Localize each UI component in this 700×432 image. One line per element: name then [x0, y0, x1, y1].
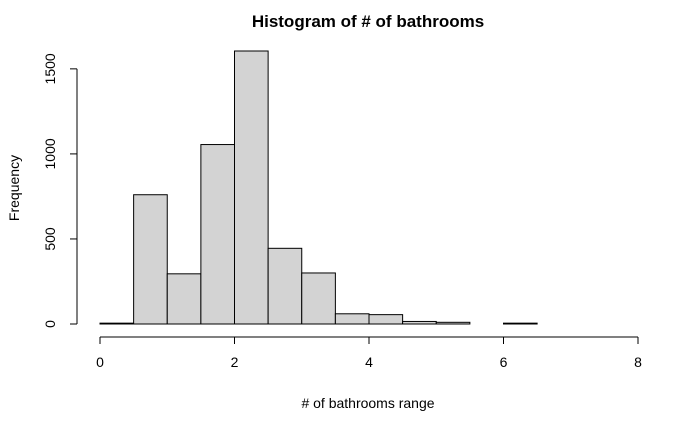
x-tick-label: 2: [231, 354, 239, 370]
histogram-bar: [435, 321, 471, 325]
y-axis-label: Frequency: [6, 155, 22, 221]
histogram-bar: [166, 273, 202, 325]
x-tick-label: 8: [634, 354, 642, 370]
y-tick-label: 1000: [42, 138, 58, 169]
histogram-bar: [200, 144, 235, 325]
histogram-bar: [368, 314, 404, 325]
histogram-bar: [234, 50, 269, 325]
histogram-bar: [334, 313, 370, 325]
y-tick-label: 1500: [42, 53, 58, 84]
x-tick-label: 6: [500, 354, 508, 370]
x-tick-label: 4: [365, 354, 373, 370]
chart-title: Histogram of # of bathrooms: [252, 12, 484, 31]
y-tick-label: 0: [42, 320, 58, 328]
histogram-bar: [503, 322, 538, 325]
x-axis: 0 2 4 6 8: [96, 336, 642, 370]
x-tick-label: 0: [96, 354, 104, 370]
y-axis: 0 500 1000 1500: [42, 53, 78, 328]
histogram-bar: [301, 272, 336, 325]
histogram-bar: [133, 194, 168, 325]
x-axis-label: # of bathrooms range: [301, 395, 434, 411]
bars-group: [99, 50, 538, 325]
histogram-bar: [99, 322, 135, 325]
histogram-bar: [402, 320, 437, 325]
histogram-bar: [267, 247, 303, 325]
y-tick-label: 500: [42, 227, 58, 251]
